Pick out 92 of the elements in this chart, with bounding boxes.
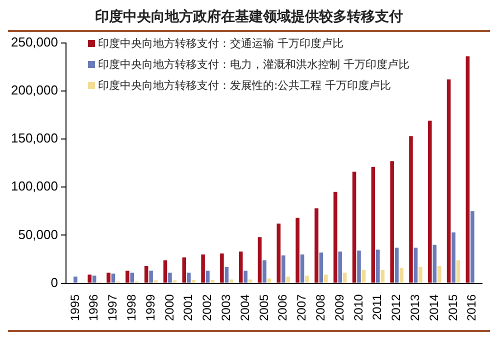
x-tick-label: 2000 <box>162 294 176 322</box>
bar <box>248 279 252 283</box>
bar <box>111 274 116 283</box>
bar <box>390 161 394 283</box>
x-tick-label: 2015 <box>446 294 460 322</box>
legend-label: 印度中央向地方转移支付：交通运输 千万印度卢比 <box>98 36 344 51</box>
bar <box>324 274 328 283</box>
bar <box>414 248 418 283</box>
bar <box>163 260 168 283</box>
bar <box>296 218 300 283</box>
bar <box>281 255 286 283</box>
bar <box>333 192 338 283</box>
bar <box>446 79 451 283</box>
x-tick-label: 2012 <box>389 294 404 322</box>
bar <box>432 244 436 283</box>
bar <box>418 266 422 283</box>
bar <box>452 232 456 283</box>
bar <box>466 56 470 283</box>
x-tick-label: 2004 <box>238 294 252 322</box>
x-tick-label: 1996 <box>86 294 101 322</box>
bar <box>206 270 210 283</box>
bar <box>230 279 234 283</box>
x-tick-label: 2003 <box>218 294 233 322</box>
bar <box>357 250 361 283</box>
x-tick-label: 2016 <box>464 294 479 322</box>
x-tick-label: 2011 <box>370 294 384 320</box>
bar <box>220 253 224 283</box>
bar <box>362 270 366 283</box>
bar <box>276 224 281 283</box>
y-tick-label: 0 <box>50 274 58 290</box>
bar <box>258 237 262 283</box>
y-tick-label: 50,000 <box>18 226 58 242</box>
bar <box>286 276 290 283</box>
y-tick-label: 200,000 <box>10 82 58 98</box>
bar <box>130 272 134 283</box>
bar <box>126 270 130 283</box>
x-tick-label: 2002 <box>200 294 214 322</box>
bar <box>192 280 196 283</box>
bar <box>267 278 272 283</box>
bar <box>437 266 442 283</box>
bar <box>428 120 432 283</box>
bar <box>149 270 153 283</box>
bar <box>238 252 243 283</box>
chart-title: 印度中央向地方政府在基建领域提供较多转移支付 <box>94 8 404 27</box>
legend-label: 印度中央向地方转移支付：电力，灌溉和洪水控制 千万印度卢比 <box>98 57 410 72</box>
y-tick-label: 150,000 <box>10 130 58 146</box>
legend-label: 印度中央向地方转移支付：发展性的:公共工程 千万印度卢比 <box>98 78 392 93</box>
y-tick-label: 100,000 <box>10 178 58 194</box>
bar <box>144 266 148 283</box>
bar <box>92 276 96 283</box>
x-tick-label: 2001 <box>181 294 196 322</box>
x-tick-label: 2010 <box>351 294 366 322</box>
bar <box>376 250 380 283</box>
x-tick-label: 2013 <box>408 294 422 322</box>
bar <box>182 257 186 283</box>
bar <box>168 272 172 283</box>
bar <box>456 260 460 283</box>
x-tick-label: 2005 <box>256 294 271 322</box>
x-tick-label: 1998 <box>124 294 138 322</box>
x-tick-label: 2008 <box>314 294 328 322</box>
bar <box>394 248 399 283</box>
bar <box>106 272 110 283</box>
bar <box>319 252 324 283</box>
bar <box>300 254 304 283</box>
bar <box>338 252 342 283</box>
x-tick-label: 1995 <box>68 294 82 322</box>
bar <box>172 280 177 283</box>
x-tick-label: 2006 <box>276 294 290 322</box>
bar <box>224 266 229 283</box>
bar <box>380 270 385 283</box>
x-tick-label: 2009 <box>332 294 346 322</box>
bar <box>88 274 92 283</box>
bar <box>201 254 205 283</box>
bar <box>352 172 356 283</box>
bar <box>186 272 191 283</box>
bar <box>409 136 413 283</box>
bar <box>210 280 214 283</box>
bar <box>154 280 158 283</box>
y-tick-label: 250,000 <box>10 34 58 50</box>
x-tick-label: 1999 <box>143 294 158 322</box>
bar <box>262 260 266 283</box>
bar <box>74 276 78 283</box>
bar <box>305 276 309 283</box>
bar <box>244 270 248 283</box>
bar <box>371 166 376 283</box>
x-tick-label: 1997 <box>106 294 120 322</box>
bar <box>342 272 347 283</box>
bar <box>400 268 404 283</box>
bar <box>470 211 474 283</box>
x-tick-label: 2007 <box>294 294 309 322</box>
bar <box>314 208 318 283</box>
x-tick-label: 2014 <box>426 294 441 322</box>
